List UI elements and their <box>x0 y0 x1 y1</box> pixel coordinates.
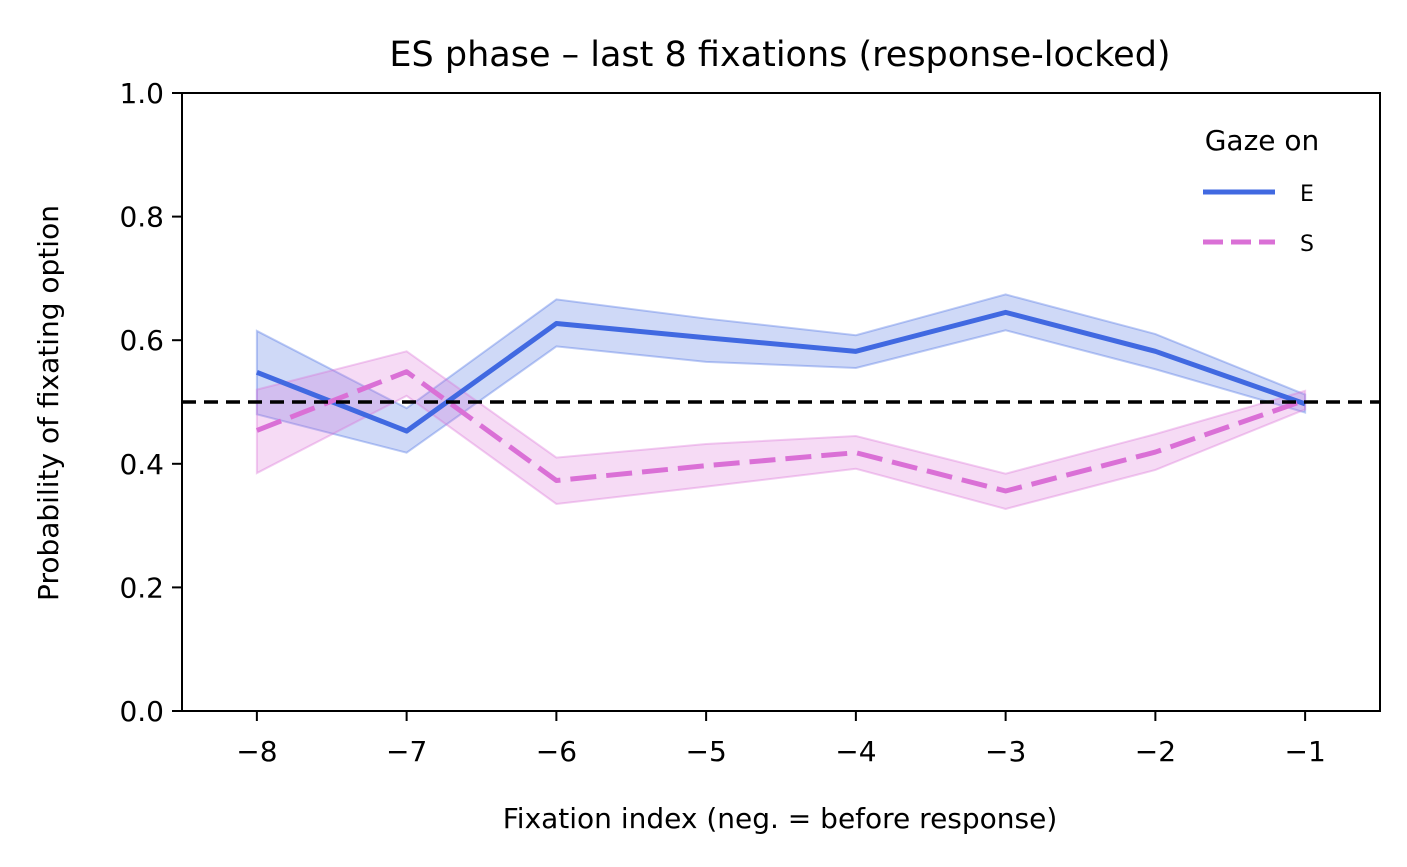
legend-label-s: S <box>1300 232 1314 257</box>
x-tick-label: −4 <box>835 735 876 768</box>
x-tick-label: −2 <box>1135 735 1176 768</box>
x-tick-label: −6 <box>536 735 577 768</box>
x-axis-label: Fixation index (neg. = before response) <box>503 802 1058 835</box>
axes-frame <box>181 92 1381 712</box>
x-tick-label: −3 <box>985 735 1026 768</box>
y-tick-label: 0.4 <box>119 448 164 481</box>
confidence-band-s <box>255 350 1307 510</box>
y-tick-label: 1.0 <box>119 77 164 110</box>
y-tick-label: 0.0 <box>119 695 164 728</box>
y-tick-label: 0.8 <box>119 201 164 234</box>
legend: Gaze on ES <box>1203 124 1319 257</box>
legend-label-e: E <box>1300 182 1314 207</box>
x-tick-label: −8 <box>236 735 277 768</box>
x-tick-label: −1 <box>1284 735 1325 768</box>
series-line-s <box>255 369 1306 494</box>
plot-area: −8 −7 −6 −5 −4 −3 −2 −1 0.0 0.2 0.4 0.6 0.8 1.0 <box>119 77 1381 768</box>
chart-title: ES phase – last 8 fixations (response-lo… <box>389 35 1170 75</box>
x-tick-label: −5 <box>685 735 726 768</box>
y-tick-label: 0.2 <box>119 571 164 604</box>
series-line-e <box>255 309 1306 434</box>
y-axis-label: Probability of fixating option <box>32 205 65 601</box>
confidence-band-e <box>255 293 1307 454</box>
legend-title: Gaze on <box>1205 124 1320 157</box>
y-tick-label: 0.6 <box>119 324 164 357</box>
x-tick-label: −7 <box>386 735 427 768</box>
